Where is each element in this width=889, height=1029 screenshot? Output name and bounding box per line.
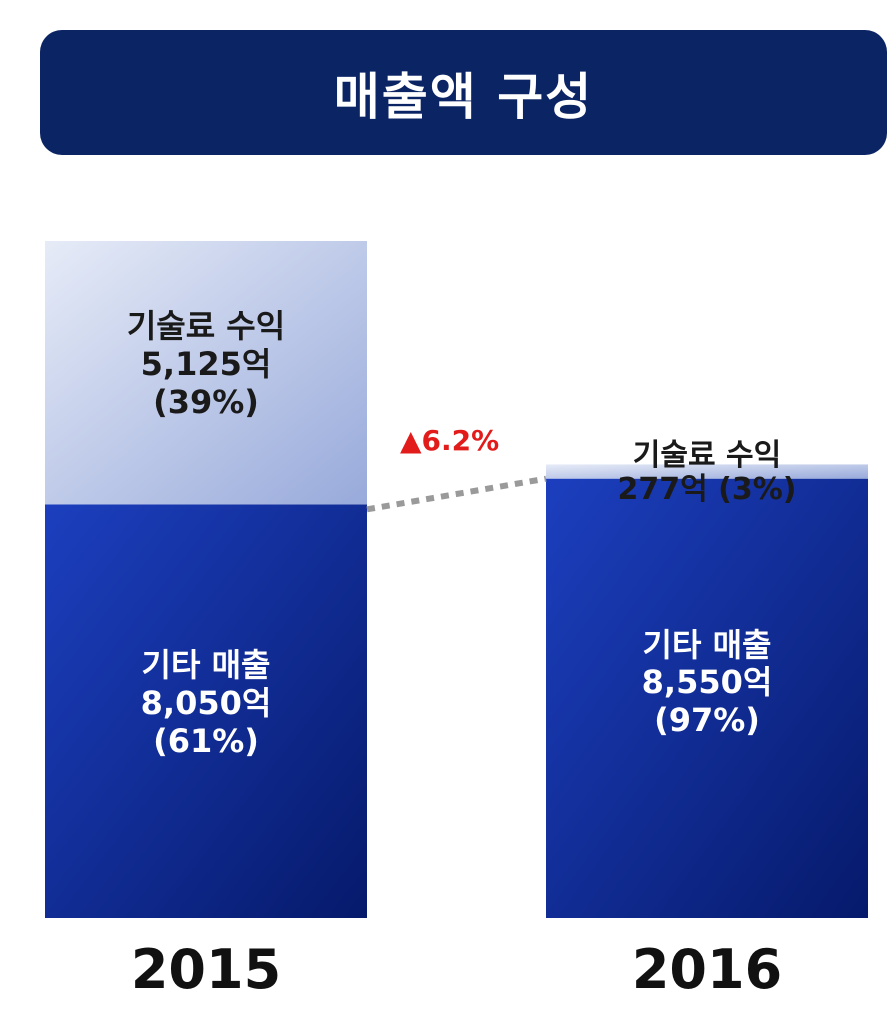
label-2016-other-revenue: 기타 매출 8,550억 (97%)	[546, 479, 868, 888]
label-2015-other-amount: 8,050억	[140, 683, 272, 722]
chart-title: 매출액 구성	[333, 67, 594, 126]
growth-annotation: ▲6.2%	[400, 424, 499, 457]
bar-2016-other-revenue	[546, 478, 868, 918]
label-2016-tech-name: 기술료 수익	[632, 437, 782, 473]
label-2016-tech-amount: 277억	[617, 471, 708, 507]
label-2015-tech-amount: 5,125억	[140, 344, 272, 383]
label-2016-other-name: 기타 매출	[642, 625, 772, 664]
label-2015-tech-revenue: 기술료 수익 5,125억 (39%)	[45, 241, 367, 488]
chart-title-banner: 매출액 구성	[40, 30, 887, 155]
bar-2015-tech-revenue	[45, 241, 367, 505]
growth-arrow-icon: ▲	[400, 424, 422, 457]
label-2016-tech-amount-percent: 277억 (3%)	[617, 471, 797, 507]
label-2015-other-name: 기타 매출	[141, 646, 271, 685]
x-tick-label-2015: 2015	[130, 938, 282, 1001]
label-2015-other-percent: (61%)	[153, 721, 259, 760]
label-2016-tech-percent: (3%)	[718, 471, 797, 507]
growth-connector-line	[366, 475, 547, 513]
label-2016-other-amount: 8,550억	[641, 663, 773, 702]
x-tick-label-2016: 2016	[631, 938, 783, 1001]
bar-2015-other-revenue	[45, 504, 367, 918]
label-2015-tech-percent: (39%)	[153, 382, 259, 421]
label-2016-tech-revenue: 기술료 수익 277억 (3%)	[546, 439, 868, 506]
growth-value: 6.2%	[421, 424, 500, 457]
bar-2016-tech-revenue	[546, 464, 868, 479]
label-2015-other-revenue: 기타 매출 8,050억 (61%)	[45, 504, 367, 903]
label-2016-other-percent: (97%)	[654, 701, 760, 740]
label-2015-tech-name: 기술료 수익	[126, 307, 286, 346]
